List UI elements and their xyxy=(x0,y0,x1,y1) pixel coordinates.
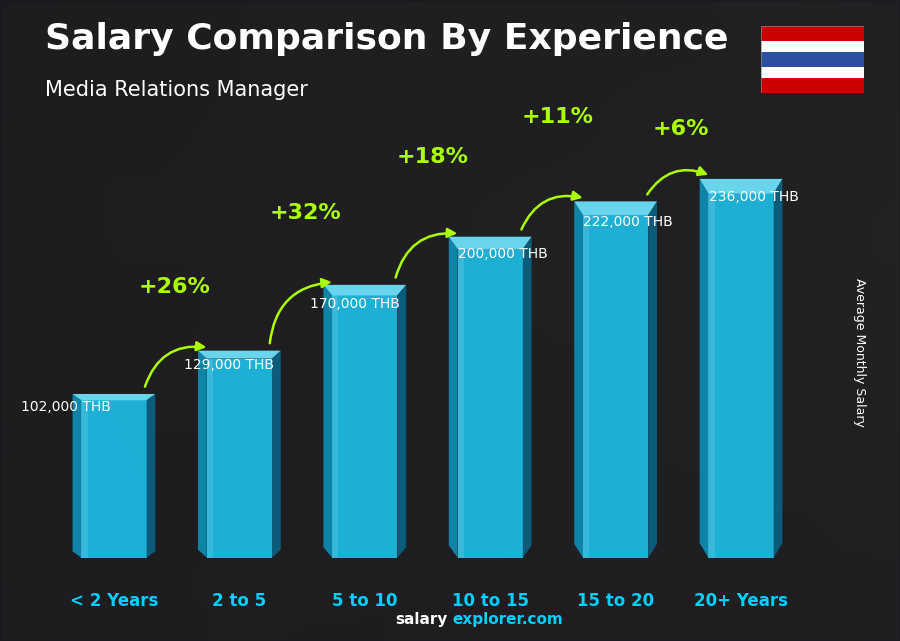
Polygon shape xyxy=(708,194,715,558)
Text: 200,000 THB: 200,000 THB xyxy=(458,247,547,262)
Text: 222,000 THB: 222,000 THB xyxy=(583,215,673,229)
Text: +11%: +11% xyxy=(521,107,593,127)
Polygon shape xyxy=(583,215,648,558)
Bar xyxy=(760,78,864,93)
Polygon shape xyxy=(449,237,532,249)
Text: Salary Comparison By Experience: Salary Comparison By Experience xyxy=(45,22,728,56)
Bar xyxy=(760,67,864,78)
Polygon shape xyxy=(73,394,81,558)
Polygon shape xyxy=(323,285,406,296)
Polygon shape xyxy=(574,201,657,215)
Polygon shape xyxy=(523,237,532,558)
Text: +32%: +32% xyxy=(269,203,341,223)
Polygon shape xyxy=(449,237,457,558)
Text: salary: salary xyxy=(395,612,447,627)
Polygon shape xyxy=(699,179,782,194)
Text: 170,000 THB: 170,000 THB xyxy=(310,297,400,311)
Polygon shape xyxy=(73,394,156,400)
Polygon shape xyxy=(323,285,332,558)
Polygon shape xyxy=(574,201,583,558)
Polygon shape xyxy=(398,285,406,558)
Polygon shape xyxy=(457,249,523,558)
Polygon shape xyxy=(774,179,782,558)
Polygon shape xyxy=(272,351,281,558)
Text: 102,000 THB: 102,000 THB xyxy=(22,400,112,414)
Polygon shape xyxy=(699,179,708,558)
Text: 15 to 20: 15 to 20 xyxy=(577,592,654,610)
Polygon shape xyxy=(198,351,207,558)
Text: 20+ Years: 20+ Years xyxy=(694,592,788,610)
Text: < 2 Years: < 2 Years xyxy=(70,592,158,610)
Polygon shape xyxy=(332,296,338,558)
Polygon shape xyxy=(81,400,147,558)
Text: 5 to 10: 5 to 10 xyxy=(332,592,398,610)
Text: explorer.com: explorer.com xyxy=(453,612,563,627)
Polygon shape xyxy=(147,394,156,558)
Text: +18%: +18% xyxy=(397,147,469,167)
Text: 2 to 5: 2 to 5 xyxy=(212,592,266,610)
Text: +26%: +26% xyxy=(139,277,210,297)
Polygon shape xyxy=(207,358,272,558)
Text: Media Relations Manager: Media Relations Manager xyxy=(45,80,308,100)
Text: +6%: +6% xyxy=(652,119,709,140)
Polygon shape xyxy=(457,249,464,558)
Polygon shape xyxy=(81,400,87,558)
Polygon shape xyxy=(332,296,398,558)
Text: 129,000 THB: 129,000 THB xyxy=(184,358,274,372)
Text: Average Monthly Salary: Average Monthly Salary xyxy=(853,278,866,427)
Polygon shape xyxy=(583,215,590,558)
Polygon shape xyxy=(648,201,657,558)
Polygon shape xyxy=(207,358,213,558)
Text: 10 to 15: 10 to 15 xyxy=(452,592,528,610)
Polygon shape xyxy=(708,194,774,558)
Text: 236,000 THB: 236,000 THB xyxy=(708,190,798,204)
Bar xyxy=(760,26,864,40)
Bar xyxy=(760,40,864,52)
Bar xyxy=(760,52,864,67)
Polygon shape xyxy=(198,351,281,358)
